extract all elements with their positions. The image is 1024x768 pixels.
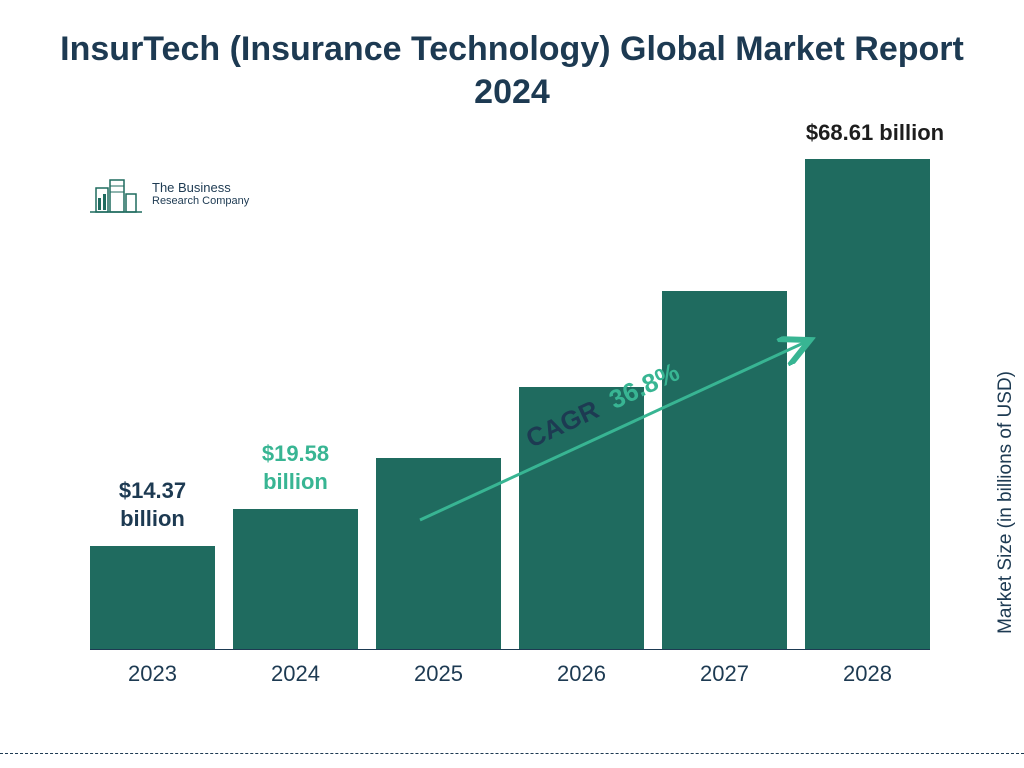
x-axis-label: 2028 [805, 661, 930, 687]
chart-area: 2023$14.37billion2024$19.58billion202520… [90, 150, 930, 700]
x-axis-label: 2024 [233, 661, 358, 687]
footer-divider [0, 753, 1024, 754]
y-axis-label: Market Size (in billions of USD) [995, 371, 1017, 634]
bar-wrap: 2023$14.37billion [90, 546, 215, 649]
bar [233, 509, 358, 649]
bar [90, 546, 215, 649]
bar-wrap: 2024$19.58billion [233, 509, 358, 649]
bar [376, 458, 501, 649]
chart-title: InsurTech (Insurance Technology) Global … [0, 0, 1024, 113]
bar-wrap: 2027 [662, 291, 787, 649]
bar [805, 159, 930, 649]
x-axis-label: 2023 [90, 661, 215, 687]
bars-container: 2023$14.37billion2024$19.58billion2025 20… [90, 150, 930, 650]
bar-wrap: 2028$68.61 billion [805, 159, 930, 649]
x-axis-label: 2027 [662, 661, 787, 687]
x-axis-label: 2025 [376, 661, 501, 687]
bar-value-label: $19.58billion [262, 440, 329, 495]
bar-wrap: 2025 [376, 458, 501, 649]
bar-value-label: $14.37billion [119, 477, 186, 532]
x-axis-label: 2026 [519, 661, 644, 687]
bar [662, 291, 787, 649]
bar-value-label: $68.61 billion [785, 119, 965, 147]
